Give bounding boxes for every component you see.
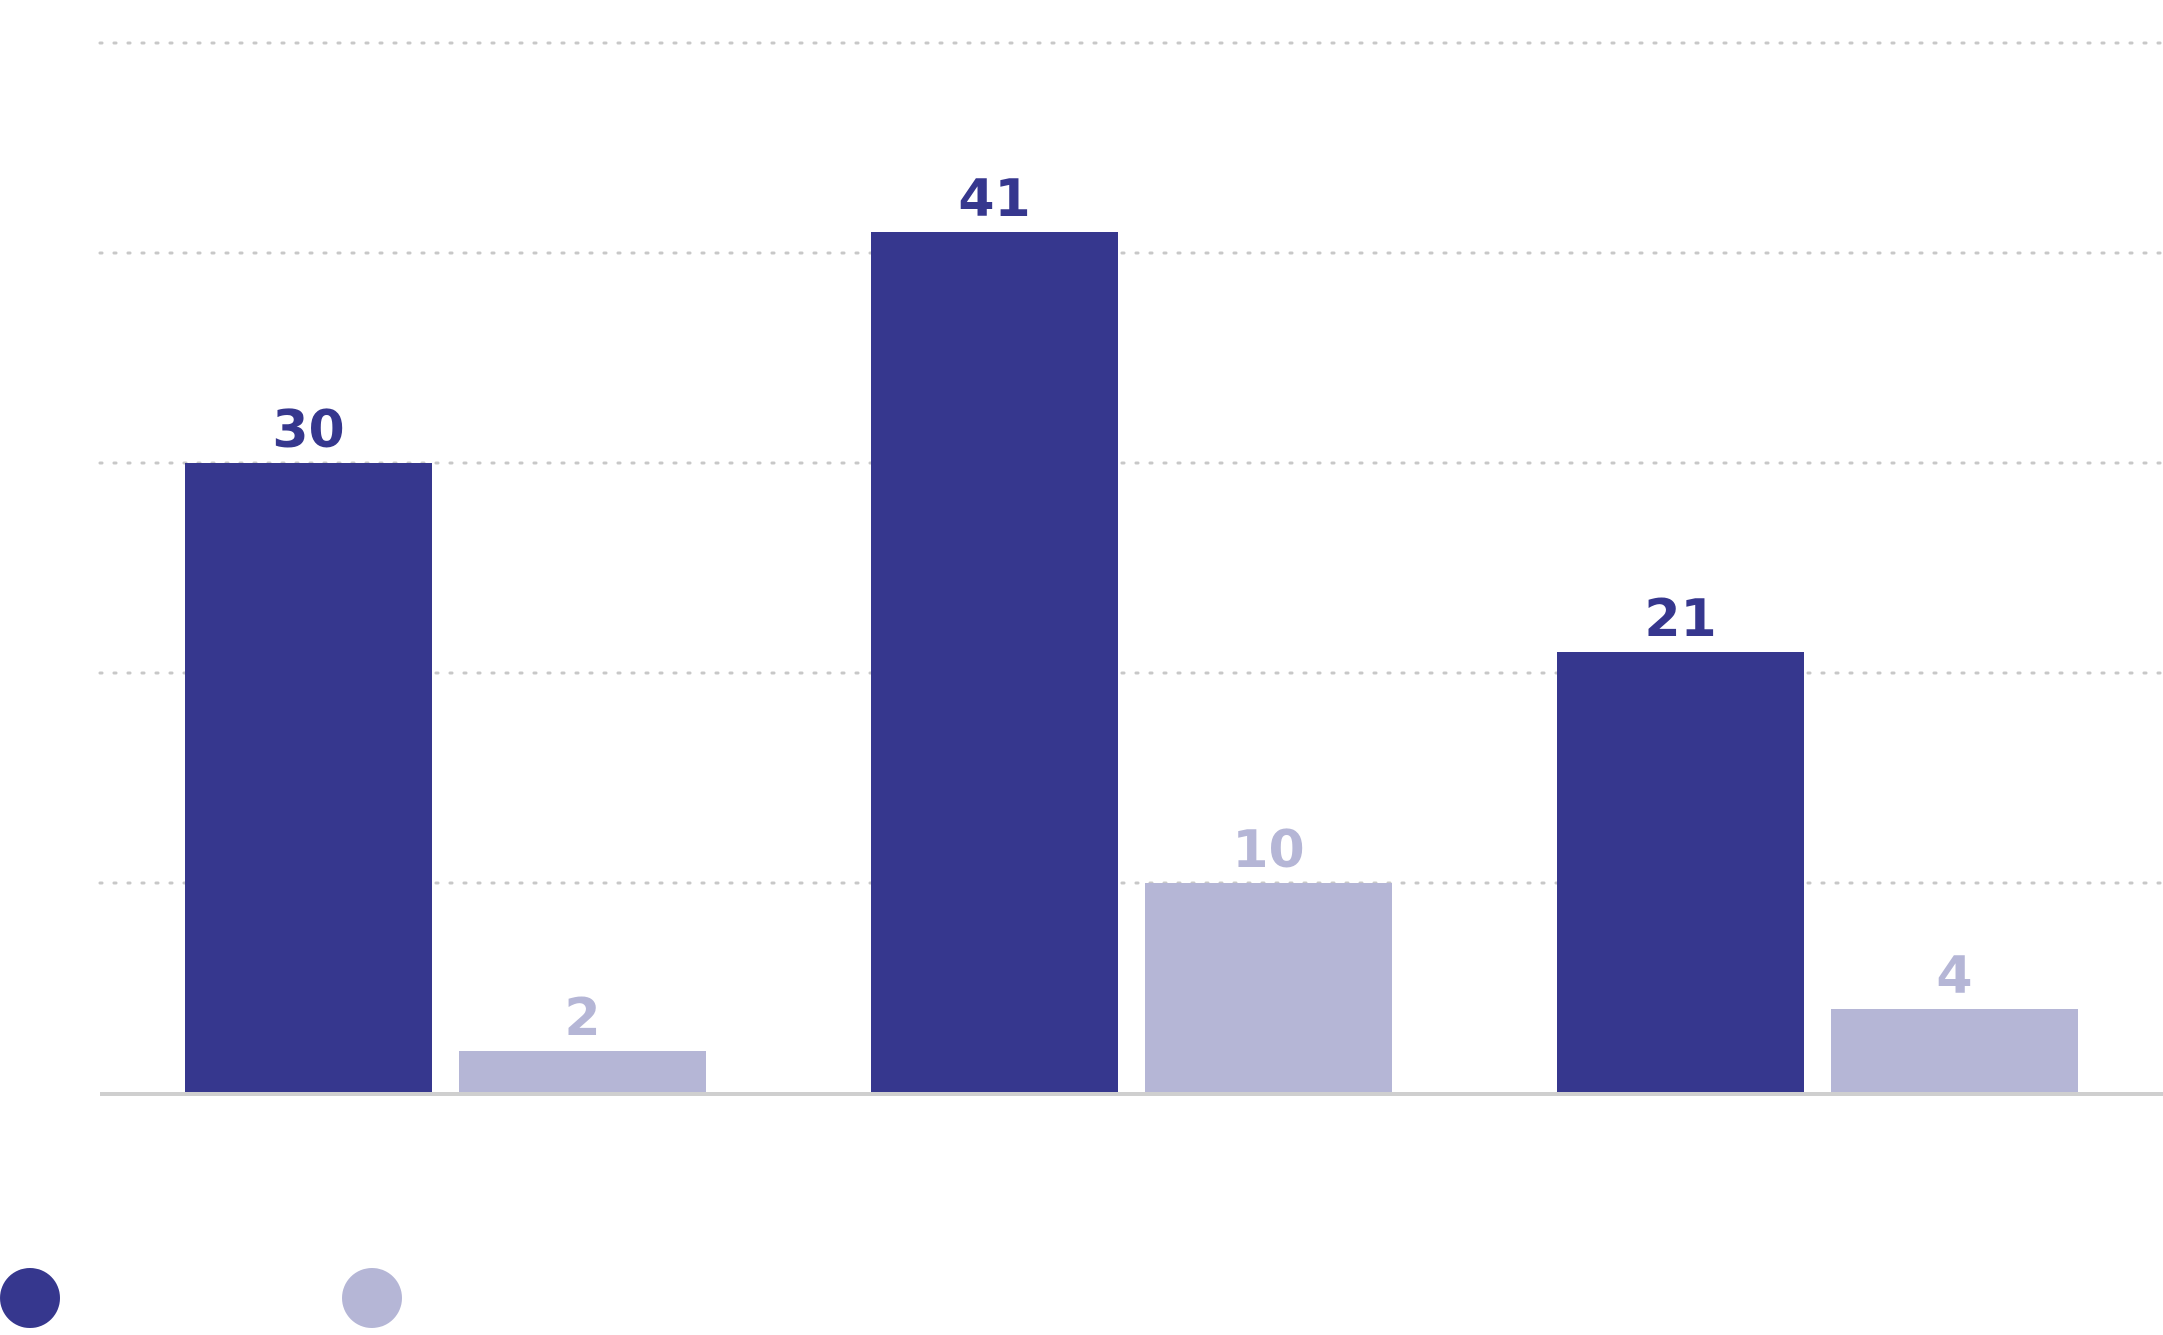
legend-marker-2 xyxy=(342,1268,402,1328)
bar-series-2-category-2 xyxy=(1145,883,1392,1093)
data-label: 10 xyxy=(1232,820,1304,880)
data-label: 4 xyxy=(1936,946,1972,1006)
legend xyxy=(0,1268,402,1328)
bar-series-1-category-2 xyxy=(871,232,1118,1093)
bar-series-2-category-1 xyxy=(459,1051,706,1093)
data-label: 30 xyxy=(272,400,344,460)
bar-series-1-category-1 xyxy=(185,463,432,1093)
data-label: 41 xyxy=(958,169,1030,229)
bars xyxy=(185,232,2078,1093)
bar-series-1-category-3 xyxy=(1557,652,1804,1093)
data-label: 21 xyxy=(1644,589,1716,649)
data-label: 2 xyxy=(564,988,600,1048)
legend-marker-1 xyxy=(0,1268,60,1328)
bar-series-2-category-3 xyxy=(1831,1009,2078,1093)
